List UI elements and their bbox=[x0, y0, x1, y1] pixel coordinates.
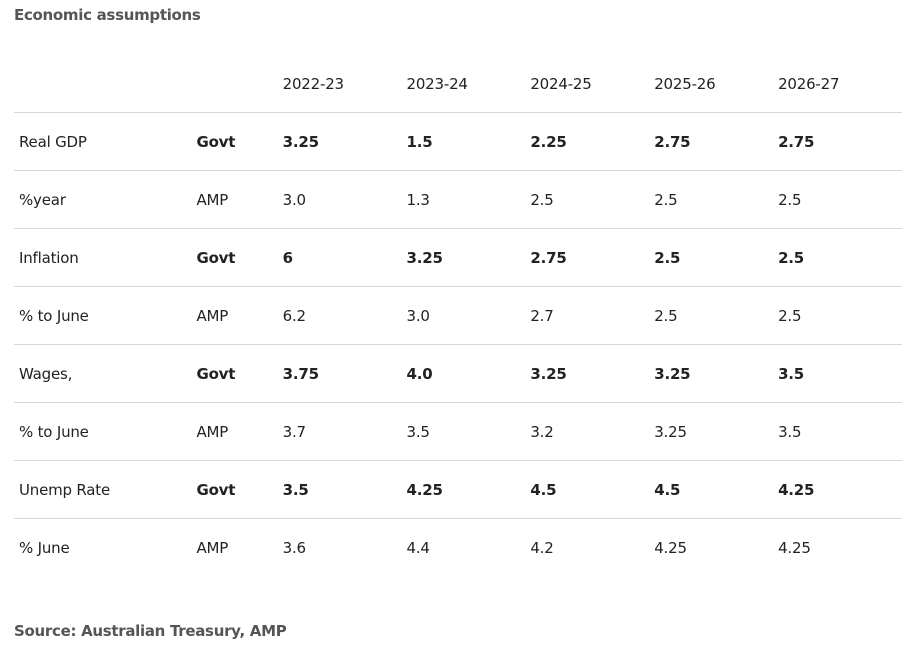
table-cell: 6.2 bbox=[282, 286, 407, 345]
table-cell: 4.0 bbox=[406, 344, 531, 403]
table-cell: 4.2 bbox=[530, 518, 655, 576]
table-row: %year AMP 3.0 1.3 2.5 2.5 2.5 bbox=[14, 170, 902, 229]
table-cell: 2.25 bbox=[530, 112, 655, 171]
row-label: Unemp Rate bbox=[14, 460, 197, 519]
column-header: 2026-27 bbox=[778, 75, 840, 93]
row-source: Govt bbox=[196, 344, 283, 403]
table-cell: 2.5 bbox=[654, 286, 779, 345]
table-cell: 2.5 bbox=[654, 228, 779, 287]
table-title: Economic assumptions bbox=[14, 6, 201, 24]
table-row: Inflation Govt 6 3.25 2.75 2.5 2.5 bbox=[14, 228, 902, 287]
table-cell: 3.5 bbox=[778, 402, 902, 461]
row-source: Govt bbox=[196, 112, 283, 171]
table-row: % June AMP 3.6 4.4 4.2 4.25 4.25 bbox=[14, 518, 902, 576]
row-label: %year bbox=[14, 170, 197, 229]
table-cell: 4.25 bbox=[654, 518, 779, 576]
table-cell: 3.75 bbox=[282, 344, 407, 403]
table-cell: 4.25 bbox=[778, 518, 902, 576]
economic-assumptions-table: 2022-23 2023-24 2024-25 2025-26 2026-27 … bbox=[14, 56, 902, 576]
table-cell: 2.7 bbox=[530, 286, 655, 345]
table-cell: 3.5 bbox=[778, 344, 902, 403]
row-label: Real GDP bbox=[14, 112, 197, 171]
column-header: 2025-26 bbox=[654, 75, 716, 93]
row-source: AMP bbox=[196, 170, 283, 229]
table-cell: 2.5 bbox=[654, 170, 779, 229]
table-cell: 3.7 bbox=[282, 402, 407, 461]
row-source: AMP bbox=[196, 286, 283, 345]
table-row: % to June AMP 3.7 3.5 3.2 3.25 3.5 bbox=[14, 402, 902, 461]
row-label: % to June bbox=[14, 286, 197, 345]
table-cell: 3.2 bbox=[530, 402, 655, 461]
table-row: Unemp Rate Govt 3.5 4.25 4.5 4.5 4.25 bbox=[14, 460, 902, 519]
table-cell: 3.25 bbox=[530, 344, 655, 403]
table-cell: 3.25 bbox=[282, 112, 407, 171]
table-cell: 2.5 bbox=[530, 170, 655, 229]
table-row: Real GDP Govt 3.25 1.5 2.25 2.75 2.75 bbox=[14, 112, 902, 171]
header-blank bbox=[196, 56, 282, 113]
table-cell: 4.25 bbox=[406, 460, 531, 519]
table-cell: 4.25 bbox=[778, 460, 902, 519]
row-label: % June bbox=[14, 518, 197, 576]
row-source: Govt bbox=[196, 460, 283, 519]
source-note: Source: Australian Treasury, AMP bbox=[14, 622, 287, 640]
table-cell: 3.0 bbox=[406, 286, 531, 345]
header-blank bbox=[14, 56, 196, 113]
column-header: 2023-24 bbox=[406, 75, 468, 93]
table-cell: 2.5 bbox=[778, 170, 902, 229]
table-cell: 3.25 bbox=[654, 402, 779, 461]
row-label: % to June bbox=[14, 402, 197, 461]
table-cell: 3.5 bbox=[282, 460, 407, 519]
table-cell: 1.3 bbox=[406, 170, 531, 229]
table-cell: 2.75 bbox=[530, 228, 655, 287]
table-cell: 4.5 bbox=[654, 460, 779, 519]
table-cell: 3.25 bbox=[406, 228, 531, 287]
row-source: Govt bbox=[196, 228, 283, 287]
table-cell: 1.5 bbox=[406, 112, 531, 171]
header-row: 2022-23 2023-24 2024-25 2025-26 2026-27 bbox=[14, 56, 902, 113]
table-cell: 3.5 bbox=[406, 402, 531, 461]
table-row: % to June AMP 6.2 3.0 2.7 2.5 2.5 bbox=[14, 286, 902, 345]
table-cell: 6 bbox=[282, 228, 407, 287]
table-cell: 3.0 bbox=[282, 170, 407, 229]
column-header: 2022-23 bbox=[282, 75, 344, 93]
row-source: AMP bbox=[196, 402, 283, 461]
column-header: 2024-25 bbox=[530, 75, 592, 93]
table-cell: 2.75 bbox=[778, 112, 902, 171]
table-cell: 2.75 bbox=[654, 112, 779, 171]
row-label: Inflation bbox=[14, 228, 197, 287]
table-cell: 2.5 bbox=[778, 228, 902, 287]
row-source: AMP bbox=[196, 518, 283, 576]
table-cell: 3.6 bbox=[282, 518, 407, 576]
table-cell: 4.5 bbox=[530, 460, 655, 519]
row-label: Wages, bbox=[14, 344, 197, 403]
table-cell: 2.5 bbox=[778, 286, 902, 345]
table-cell: 3.25 bbox=[654, 344, 779, 403]
table-row: Wages, Govt 3.75 4.0 3.25 3.25 3.5 bbox=[14, 344, 902, 403]
table-cell: 4.4 bbox=[406, 518, 531, 576]
